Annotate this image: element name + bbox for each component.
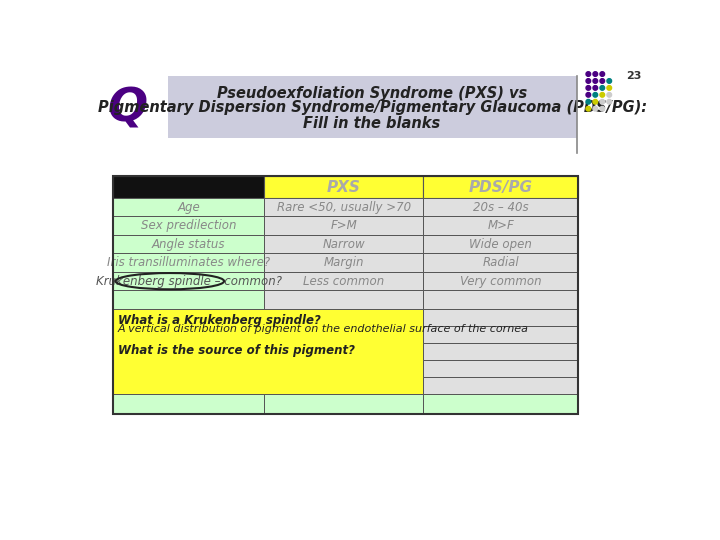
Bar xyxy=(264,235,423,253)
Bar xyxy=(113,177,578,414)
Bar xyxy=(264,198,423,217)
Circle shape xyxy=(593,85,598,90)
Bar xyxy=(113,217,264,235)
Text: What is a Krukenberg spindle?: What is a Krukenberg spindle? xyxy=(118,314,321,327)
Text: Iris transilluminates where?: Iris transilluminates where? xyxy=(107,256,271,269)
Bar xyxy=(423,360,578,377)
Circle shape xyxy=(593,99,598,104)
Circle shape xyxy=(586,79,590,83)
Circle shape xyxy=(593,92,598,97)
Text: Very common: Very common xyxy=(460,275,541,288)
Text: Less common: Less common xyxy=(303,275,384,288)
Text: F>M: F>M xyxy=(330,219,357,232)
Circle shape xyxy=(607,79,611,83)
Bar xyxy=(264,253,423,272)
Bar xyxy=(423,394,578,414)
Circle shape xyxy=(586,99,590,104)
Bar xyxy=(113,253,264,272)
Bar xyxy=(423,343,578,360)
Circle shape xyxy=(600,92,605,97)
Text: Age: Age xyxy=(177,201,200,214)
Text: 23: 23 xyxy=(626,71,641,81)
Bar xyxy=(113,272,264,291)
Bar xyxy=(423,291,578,309)
Bar xyxy=(264,394,423,414)
Bar xyxy=(423,253,578,272)
Text: M>F: M>F xyxy=(487,219,514,232)
Text: 20s – 40s: 20s – 40s xyxy=(473,201,528,214)
Bar xyxy=(113,309,423,394)
Bar xyxy=(423,217,578,235)
Circle shape xyxy=(607,85,611,90)
Bar xyxy=(423,377,578,394)
Bar xyxy=(113,198,264,217)
Text: A vertical distribution of pigment on the endothelial surface of the cornea: A vertical distribution of pigment on th… xyxy=(118,325,529,334)
Bar xyxy=(113,394,264,414)
Circle shape xyxy=(586,92,590,97)
Text: Radial: Radial xyxy=(482,256,519,269)
Text: Q: Q xyxy=(107,86,147,131)
Circle shape xyxy=(600,85,605,90)
Text: Angle status: Angle status xyxy=(152,238,225,251)
Text: Narrow: Narrow xyxy=(323,238,365,251)
Text: Wide open: Wide open xyxy=(469,238,532,251)
Circle shape xyxy=(586,85,590,90)
Text: PXS: PXS xyxy=(327,180,361,195)
Text: Margin: Margin xyxy=(323,256,364,269)
Text: Fill in the blanks: Fill in the blanks xyxy=(303,117,441,131)
Text: Rare <50, usually >70: Rare <50, usually >70 xyxy=(276,201,411,214)
Text: Krukenberg spindle – common?: Krukenberg spindle – common? xyxy=(96,275,282,288)
Text: PDS/PG: PDS/PG xyxy=(469,180,533,195)
Bar xyxy=(264,291,423,309)
Bar xyxy=(423,272,578,291)
Bar xyxy=(264,217,423,235)
Bar xyxy=(423,235,578,253)
Bar xyxy=(168,76,577,138)
Bar xyxy=(423,309,578,326)
Circle shape xyxy=(586,72,590,76)
Bar xyxy=(264,177,423,198)
Text: Sex predilection: Sex predilection xyxy=(141,219,237,232)
Text: Pseudoexfoliation Syndrome (PXS) vs: Pseudoexfoliation Syndrome (PXS) vs xyxy=(217,85,527,100)
Text: Pigmentary Dispersion Syndrome/Pigmentary Glaucoma (PDS/PG):: Pigmentary Dispersion Syndrome/Pigmentar… xyxy=(97,100,647,115)
Circle shape xyxy=(607,99,611,104)
Bar xyxy=(423,326,578,343)
Bar xyxy=(113,177,264,198)
Circle shape xyxy=(607,92,611,97)
Circle shape xyxy=(600,79,605,83)
Bar xyxy=(113,291,264,309)
Circle shape xyxy=(593,106,598,111)
Bar xyxy=(423,177,578,198)
Circle shape xyxy=(586,106,590,111)
Bar xyxy=(264,272,423,291)
Text: What is the source of this pigment?: What is the source of this pigment? xyxy=(118,345,355,357)
Circle shape xyxy=(593,79,598,83)
Bar xyxy=(113,235,264,253)
Circle shape xyxy=(600,99,605,104)
Circle shape xyxy=(600,106,605,111)
Circle shape xyxy=(593,72,598,76)
Bar xyxy=(423,198,578,217)
Circle shape xyxy=(600,72,605,76)
